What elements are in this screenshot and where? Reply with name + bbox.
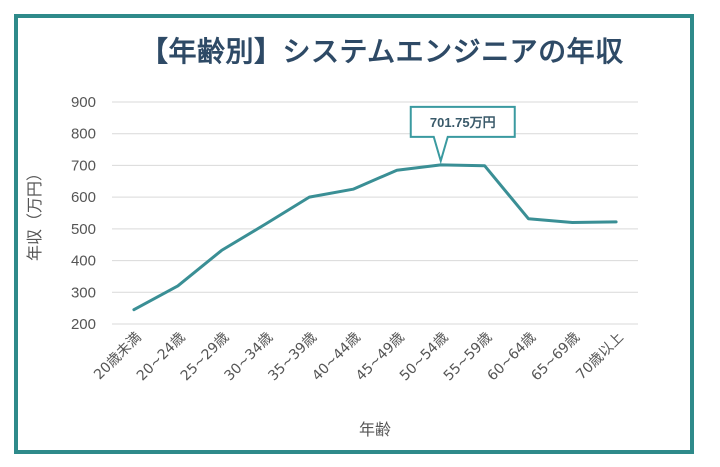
y-tick-label: 900	[71, 94, 96, 111]
gridlines	[112, 101, 638, 325]
data-callout: 701.75万円	[409, 105, 516, 165]
x-axis-ticks: 20歳未満20~24歳25~29歳30~34歳35~39歳40~44歳45~49…	[91, 330, 627, 385]
y-tick-label: 500	[71, 221, 96, 238]
y-tick-label: 300	[71, 284, 96, 301]
y-tick-label: 700	[71, 157, 96, 174]
x-axis-label: 年齢	[359, 420, 391, 439]
y-tick-label: 800	[71, 126, 96, 143]
x-tick-label: 65~69歳	[528, 330, 583, 385]
callout-label: 701.75万円	[430, 115, 496, 130]
y-axis-label: 年収（万円）	[25, 165, 44, 261]
x-tick-label: 70歳以上	[573, 330, 627, 384]
chart-title: 【年齢別】システムエンジニアの年収	[140, 35, 624, 68]
y-tick-label: 600	[71, 189, 96, 206]
y-tick-label: 200	[71, 316, 96, 333]
callout-box	[409, 105, 516, 165]
y-axis-ticks: 900 800 700 600 500 400 300 200	[71, 94, 96, 333]
chart-frame	[14, 14, 694, 454]
y-tick-label: 400	[71, 253, 96, 270]
series-line	[132, 163, 618, 312]
